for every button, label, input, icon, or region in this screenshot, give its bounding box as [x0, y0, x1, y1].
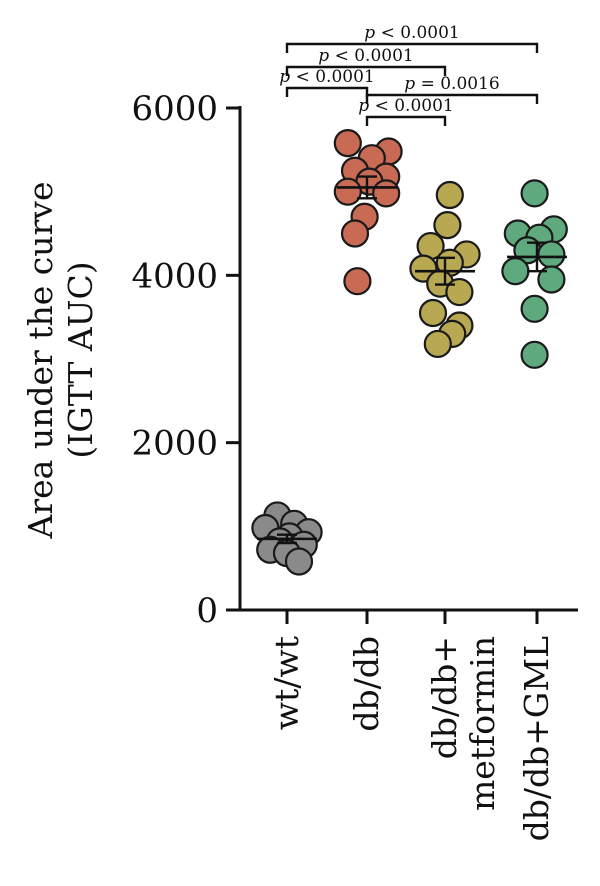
data-points: [251, 129, 568, 576]
p-value-label: p < 0.0001: [279, 67, 374, 87]
y-axis-label-line1: Area under the curve: [21, 182, 60, 540]
significance-bracket: [285, 65, 447, 76]
p-value-label: p < 0.0001: [318, 46, 413, 66]
y-tick-label: 6000: [131, 89, 218, 129]
y-axis-label: Area under the curve (IGTT AUC): [21, 182, 100, 540]
data-point: [537, 240, 566, 269]
p-symbol: p: [358, 96, 369, 116]
data-point: [340, 219, 370, 248]
data-point: [372, 179, 401, 208]
mean-sem-bars: [257, 175, 567, 545]
data-point: [423, 329, 452, 359]
x-category-label: metformin: [463, 636, 502, 811]
p-symbol: p: [279, 67, 290, 87]
data-point: [333, 177, 362, 206]
p-symbol: p: [318, 46, 329, 66]
x-category-label: wt/wt: [267, 636, 306, 730]
p-symbol: p: [404, 74, 415, 94]
significance-bracket: [365, 93, 539, 104]
data-point: [520, 340, 549, 369]
data-point: [445, 277, 474, 307]
data-point: [284, 547, 314, 576]
p-value-label: p = 0.0016: [404, 74, 499, 94]
y-axis-label-line2: (IGTT AUC): [61, 261, 100, 458]
p-value-text: = 0.0016: [415, 74, 500, 94]
x-category-label: db/db+: [425, 636, 464, 759]
p-value-label: p < 0.0001: [358, 96, 453, 116]
x-axis: wt/wt db/db db/db+ metformin db/db+GML: [238, 608, 578, 841]
p-value-text: < 0.0001: [329, 46, 414, 66]
data-point: [333, 129, 362, 158]
x-category-label: db/db+GML: [517, 636, 556, 841]
data-point: [501, 257, 530, 286]
significance-bracket: [365, 115, 447, 126]
y-tick-label: 2000: [131, 424, 218, 464]
p-value-text: < 0.0001: [375, 23, 460, 43]
data-point: [433, 211, 462, 240]
significance-bracket: [285, 42, 539, 53]
data-point: [520, 179, 549, 208]
data-point: [537, 265, 566, 294]
p-value-text: < 0.0001: [369, 96, 454, 116]
data-point: [520, 294, 549, 323]
data-point: [343, 267, 372, 296]
y-axis: 0 2000 4000 6000: [131, 89, 242, 631]
significance-bracket: [285, 86, 369, 97]
p-value-text: < 0.0001: [290, 67, 375, 87]
x-category-label: db/db: [347, 636, 386, 732]
data-point: [435, 180, 464, 210]
y-tick-label: 4000: [131, 256, 218, 296]
p-value-label: p < 0.0001: [364, 23, 459, 43]
p-symbol: p: [364, 23, 375, 43]
data-point: [418, 298, 448, 328]
y-tick-label: 0: [196, 591, 218, 631]
